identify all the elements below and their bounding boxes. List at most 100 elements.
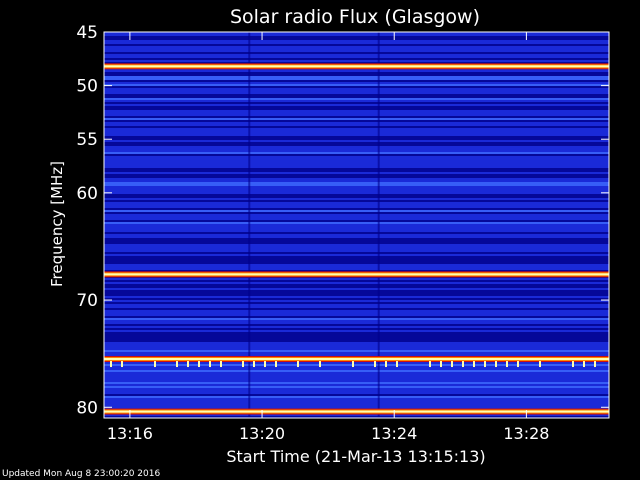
background-stripe xyxy=(104,72,609,74)
background-stripe xyxy=(104,236,609,238)
background-stripe xyxy=(104,44,609,46)
background-stripe xyxy=(104,224,609,226)
y-tick-label: 60 xyxy=(76,184,98,204)
plot-area xyxy=(103,31,610,419)
background-stripe xyxy=(104,340,609,342)
background-stripe xyxy=(104,156,609,158)
background-stripe xyxy=(104,78,609,80)
band-speckle xyxy=(275,361,277,368)
background-stripe xyxy=(104,96,609,98)
background-stripe xyxy=(104,366,609,368)
background-stripe xyxy=(104,400,609,402)
background-stripe xyxy=(104,56,609,58)
background-stripe xyxy=(104,92,609,94)
background-stripe xyxy=(104,320,609,322)
background-stripe xyxy=(104,252,609,254)
background-stripe xyxy=(104,342,609,344)
background-stripe xyxy=(104,198,609,200)
background-stripe xyxy=(104,176,609,178)
band-core xyxy=(104,410,609,413)
background-stripe xyxy=(104,336,609,338)
band-speckle xyxy=(462,361,464,368)
background-stripe xyxy=(104,246,609,248)
band-speckle xyxy=(506,361,508,368)
background-stripe xyxy=(104,90,609,92)
band-speckle xyxy=(539,361,541,368)
background-stripe xyxy=(104,54,609,56)
band-speckle xyxy=(440,361,442,368)
background-stripe xyxy=(104,42,609,44)
background-stripe xyxy=(104,374,609,376)
background-stripe xyxy=(104,190,609,192)
background-stripe xyxy=(104,34,609,36)
background-stripe xyxy=(104,230,609,232)
background-stripe xyxy=(104,88,609,90)
background-stripe xyxy=(104,94,609,96)
background-stripe xyxy=(104,52,609,54)
background-stripe xyxy=(104,392,609,394)
background-stripe xyxy=(104,132,609,134)
background-stripe xyxy=(104,140,609,142)
background-stripe xyxy=(104,306,609,308)
background-stripe xyxy=(104,116,609,118)
frequency-stripes xyxy=(104,32,609,418)
background-stripe xyxy=(104,296,609,298)
background-stripe xyxy=(104,212,609,214)
background-stripe xyxy=(104,396,609,398)
updated-timestamp: Updated Mon Aug 8 23:00:20 2016 xyxy=(2,469,161,479)
background-stripe xyxy=(104,266,609,268)
band-speckle xyxy=(594,361,596,368)
background-stripe xyxy=(104,344,609,346)
background-stripe xyxy=(104,32,609,34)
band-core xyxy=(104,358,609,361)
background-stripe xyxy=(104,312,609,314)
background-stripe xyxy=(104,100,609,102)
background-stripe xyxy=(104,298,609,300)
background-stripe xyxy=(104,384,609,386)
band-speckle xyxy=(385,361,387,368)
background-stripe xyxy=(104,38,609,40)
background-stripe xyxy=(104,130,609,132)
background-stripe xyxy=(104,58,609,60)
band-speckle xyxy=(396,361,398,368)
background-stripe xyxy=(104,334,609,336)
background-stripe xyxy=(104,394,609,396)
y-tick-label: 70 xyxy=(76,291,98,311)
background-stripe xyxy=(104,388,609,390)
background-stripe xyxy=(104,352,609,354)
background-stripe xyxy=(104,124,609,126)
background-stripe xyxy=(104,284,609,286)
background-stripe xyxy=(104,308,609,310)
background-stripe xyxy=(104,216,609,218)
background-stripe xyxy=(104,62,609,64)
band-speckle xyxy=(154,361,156,368)
background-stripe xyxy=(104,200,609,202)
background-stripe xyxy=(104,382,609,384)
band-speckle xyxy=(451,361,453,368)
background-stripe xyxy=(104,48,609,50)
background-stripe xyxy=(104,404,609,406)
background-stripe xyxy=(104,158,609,160)
background-stripe xyxy=(104,128,609,130)
background-stripe xyxy=(104,226,609,228)
x-axis-ticks: 13:16 13:20 13:24 13:28 xyxy=(107,32,549,443)
background-stripe xyxy=(104,324,609,326)
background-stripe xyxy=(104,180,609,182)
background-stripe xyxy=(104,106,609,108)
x-tick-label: 13:28 xyxy=(503,424,549,443)
background-stripe xyxy=(104,350,609,352)
background-stripe xyxy=(104,160,609,162)
background-stripe xyxy=(104,102,609,104)
background-stripe xyxy=(104,162,609,164)
band-speckle xyxy=(583,361,585,368)
band-speckle xyxy=(253,361,255,368)
background-stripe xyxy=(104,110,609,112)
background-stripe xyxy=(104,282,609,284)
background-stripe xyxy=(104,148,609,150)
background-stripe xyxy=(104,294,609,296)
background-stripe xyxy=(104,348,609,350)
y-tick-label: 45 xyxy=(76,23,98,43)
background-stripe xyxy=(104,136,609,138)
background-stripe xyxy=(104,414,609,416)
background-stripe xyxy=(104,218,609,220)
